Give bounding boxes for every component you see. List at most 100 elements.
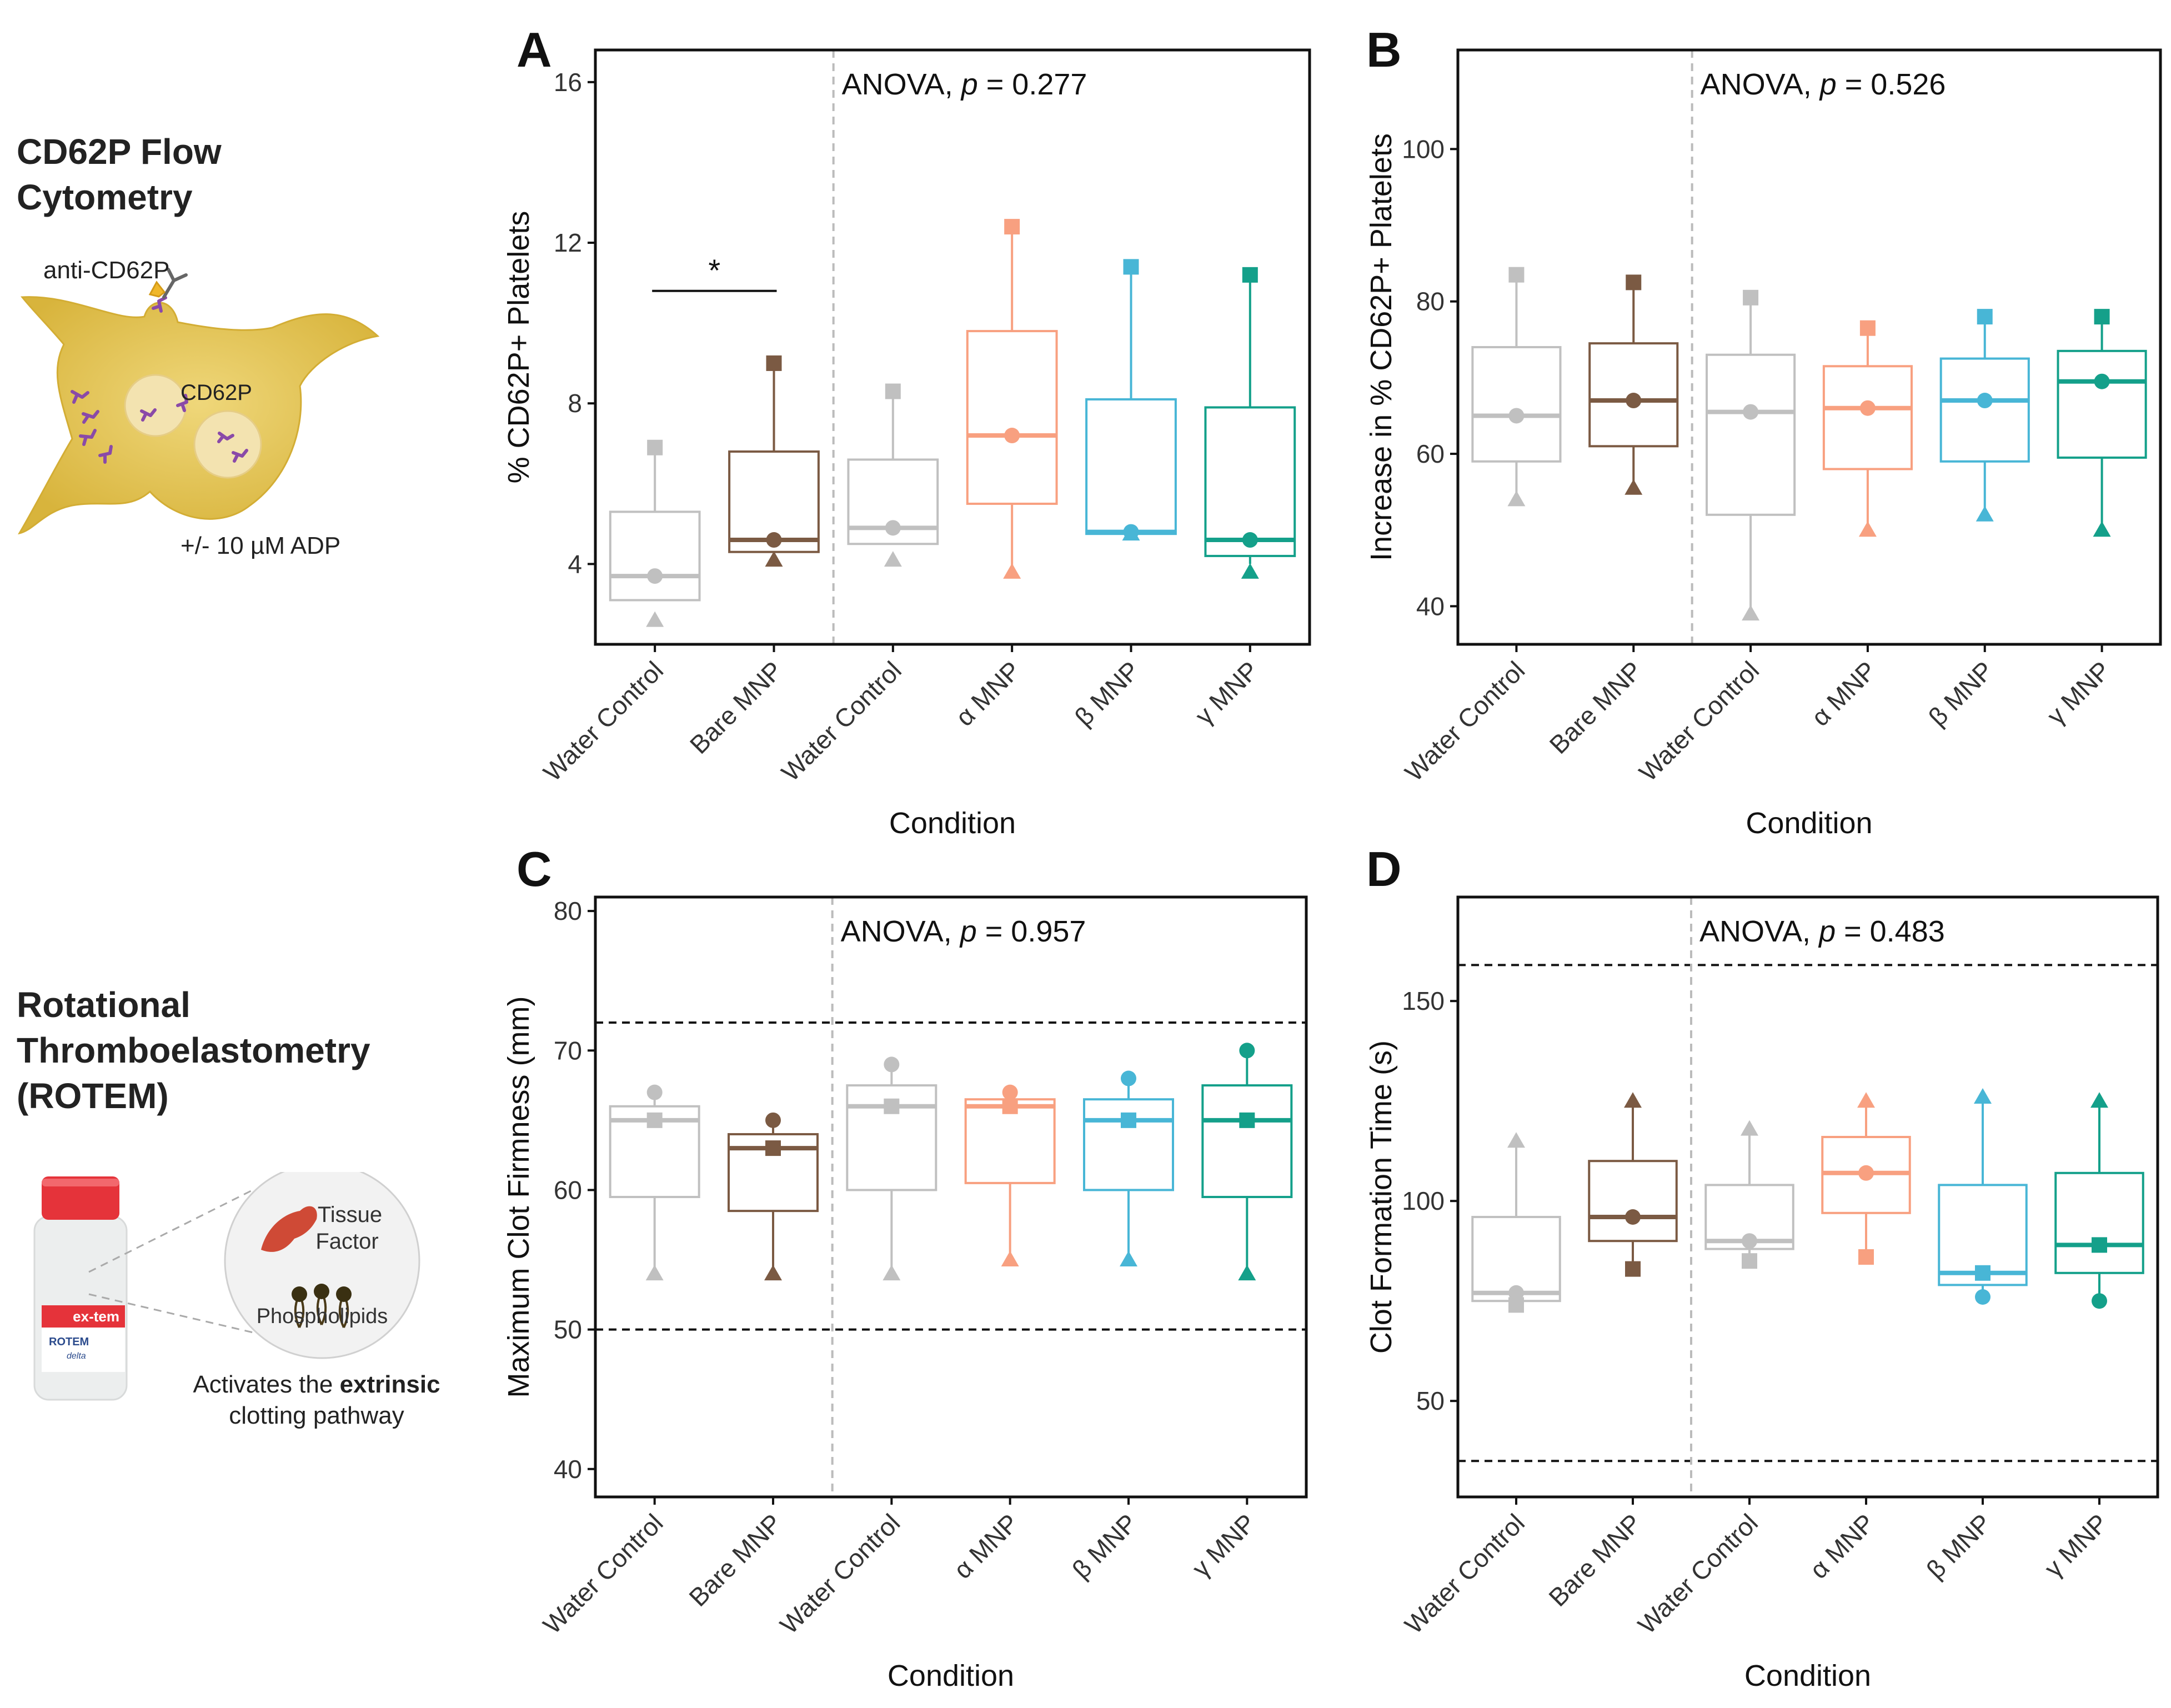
donor-square-point (766, 355, 782, 371)
iqr-box (2054, 1171, 2144, 1274)
reagent-label: ex-tem (73, 1308, 119, 1325)
box-4 (1821, 1092, 1911, 1265)
anova-annotation: ANOVA, p = 0.483 (1699, 915, 1945, 948)
donor-square-point (1239, 1112, 1255, 1128)
donor-circle-point (1508, 408, 1525, 424)
donor-square-point (1508, 1297, 1524, 1313)
caption-bold: extrinsic (339, 1371, 440, 1398)
anova-value: = 0.957 (977, 915, 1086, 948)
donor-square-point (1123, 259, 1139, 275)
donor-circle-point (765, 1112, 781, 1128)
iqr-box (1938, 1184, 2028, 1286)
panel-letter: A (517, 22, 552, 77)
donor-circle-point (1858, 1165, 1874, 1181)
anova-annotation: ANOVA, p = 0.277 (842, 68, 1087, 101)
donor-square-point (1121, 1112, 1136, 1128)
plot-frame (1456, 895, 2159, 1499)
box-4 (966, 219, 1058, 579)
donor-square-point (885, 383, 901, 399)
y-axis-title: % CD62P+ Platelets (502, 211, 535, 484)
x-tick-label: Water Control (1399, 1508, 1530, 1639)
donor-triangle-point (2090, 1092, 2108, 1108)
y-tick-label: 60 (554, 1175, 582, 1204)
x-tick-label: α MNP (950, 655, 1026, 732)
y-tick-label: 8 (568, 389, 582, 418)
x-axis-title: Condition (889, 807, 1016, 840)
x-tick-label: Bare MNP (1543, 1508, 1647, 1612)
y-axis-title: Increase in % CD62P+ Platelets (1365, 133, 1398, 561)
donor-triangle-point (1001, 1251, 1019, 1267)
box-2 (728, 355, 820, 567)
cd62p-receptors (71, 296, 248, 464)
y-tick-label: 80 (554, 896, 582, 925)
x-tick-label: γ MNP (2041, 655, 2115, 730)
y-tick-label: 100 (1402, 134, 1445, 163)
donor-triangle-point (1238, 1265, 1256, 1281)
donor-circle-point (1625, 1209, 1641, 1225)
donor-triangle-point (1507, 490, 1526, 507)
anova-value: = 0.277 (978, 68, 1087, 101)
x-tick-label: α MNP (1804, 1508, 1880, 1584)
donor-circle-point (1242, 532, 1258, 548)
rotem-illustration: ex-tem ROTEM delta Tissue Factor Phospho… (33, 1172, 420, 1401)
x-tick-label: α MNP (948, 1508, 1024, 1584)
y-axis-title: Clot Formation Time (s) (1365, 1040, 1398, 1354)
x-tick-label: Bare MNP (683, 1508, 787, 1612)
box-2 (728, 1112, 819, 1281)
box-2 (1588, 1092, 1678, 1277)
device-sub-label: delta (67, 1351, 86, 1361)
anova-prefix: ANOVA, (1699, 915, 1819, 948)
y-tick-label: 40 (1416, 592, 1445, 620)
donor-circle-point (2092, 1293, 2107, 1309)
box-5 (1085, 259, 1177, 541)
flow-title-line1: CD62P Flow (17, 132, 222, 172)
donor-square-point (1742, 1253, 1757, 1269)
donor-circle-point (1977, 393, 1993, 409)
anova-annotation: ANOVA, p = 0.957 (841, 915, 1086, 948)
donor-triangle-point (1122, 525, 1140, 541)
box-6 (2054, 1092, 2144, 1309)
platelet-cell (18, 296, 380, 535)
donor-square-point (2094, 309, 2110, 325)
anova-p: p (1819, 68, 1837, 101)
zoom-lines (88, 1188, 256, 1334)
donor-triangle-point (1976, 505, 1994, 522)
donor-square-point (1859, 320, 1876, 336)
x-tick-label: Water Control (776, 655, 907, 787)
donor-triangle-point (1625, 479, 1643, 495)
x-tick-label: Water Control (538, 1508, 669, 1639)
y-tick-label: 4 (568, 549, 582, 578)
donor-triangle-point (1974, 1088, 1992, 1104)
donor-circle-point (1743, 404, 1759, 420)
panel-letter: B (1366, 22, 1402, 77)
y-tick-label: 12 (554, 228, 582, 257)
anova-prefix: ANOVA, (1701, 68, 1820, 101)
anova-value: = 0.483 (1836, 915, 1945, 948)
box-5 (1938, 1088, 2028, 1305)
donor-square-point (1002, 1098, 1018, 1114)
x-tick-label: α MNP (1806, 655, 1882, 732)
donor-circle-point (1859, 400, 1876, 416)
iqr-box (1471, 346, 1562, 463)
x-tick-label: β MNP (1921, 1508, 1997, 1584)
box-3 (1706, 289, 1796, 621)
donor-circle-point (1626, 393, 1642, 409)
donor-square-point (647, 439, 663, 455)
x-tick-label: Water Control (774, 1508, 905, 1639)
x-tick-label: Bare MNP (1544, 655, 1648, 759)
donor-square-point (765, 1140, 781, 1156)
donor-circle-point (647, 568, 663, 584)
anova-p: p (959, 915, 977, 948)
anova-p: p (1818, 915, 1836, 948)
donor-square-point (884, 1098, 900, 1114)
y-tick-label: 60 (1416, 439, 1445, 468)
donor-triangle-point (1857, 1092, 1875, 1108)
significance-star: * (708, 253, 720, 288)
donor-triangle-point (1741, 1120, 1758, 1136)
box-1 (609, 1084, 700, 1281)
donor-triangle-point (1507, 1132, 1525, 1148)
donor-square-point (1743, 289, 1759, 305)
donor-circle-point (1239, 1043, 1255, 1059)
x-tick-label: Water Control (1632, 1508, 1763, 1639)
x-tick-label: Bare MNP (684, 655, 788, 759)
